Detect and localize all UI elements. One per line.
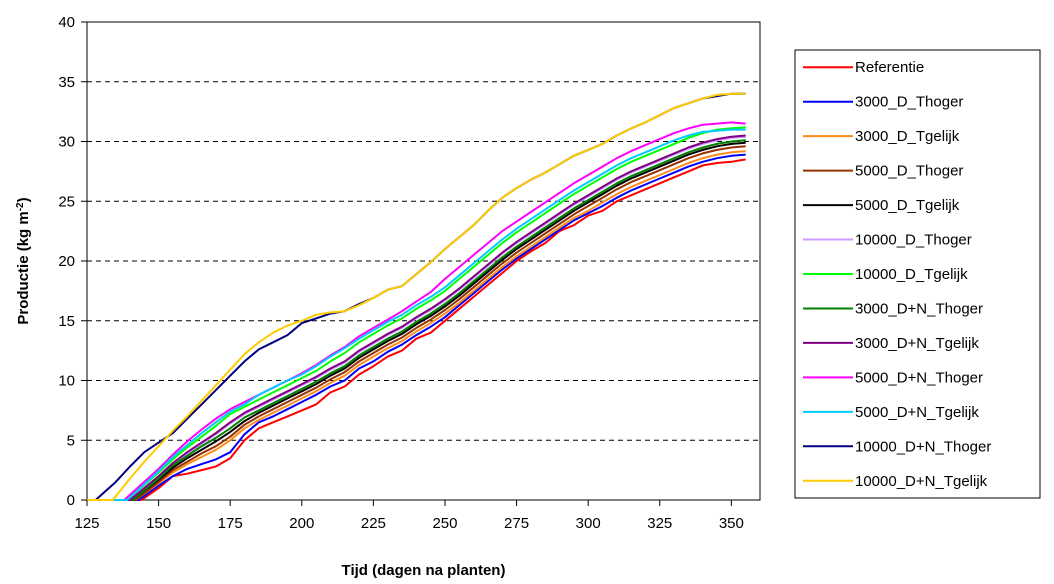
x-tick-label-7: 300 [576,515,601,532]
y-tick-label-8: 40 [58,14,75,31]
series-lines [87,92,746,501]
legend-label-4: 5000_D_Tgelijk [855,197,960,214]
legend-label-2: 3000_D_Tgelijk [855,128,960,145]
x-axis-title: Tijd (dagen na planten) [342,562,506,579]
y-tick-label-7: 35 [58,74,75,91]
series-line-2 [87,150,746,501]
series-line-9 [87,121,746,501]
series-line-8 [87,134,746,501]
x-tick-label-5: 250 [432,515,457,532]
y-tick-label-6: 30 [58,134,75,151]
y-tick-label-4: 20 [58,253,75,270]
series-line-12 [87,92,746,501]
y-tick-label-2: 10 [58,373,75,390]
x-tick-label-3: 200 [289,515,314,532]
series-line-1 [87,153,746,501]
x-tick-label-6: 275 [504,515,529,532]
legend-label-7: 3000_D+N_Thoger [855,300,983,317]
x-tick-label-9: 350 [719,515,744,532]
legend-label-12: 10000_D+N_Tgelijk [855,473,988,490]
legend-label-8: 3000_D+N_Tgelijk [855,335,979,352]
legend: Referentie 3000_D_Thoger 3000_D_Tgelijk 500… [794,49,1041,499]
series-line-10 [87,128,746,501]
legend-label-0: Referentie [855,59,924,76]
series-line-4 [87,141,746,501]
series-line-7 [87,139,746,501]
y-axis-title-main: Productie (kg m [15,211,32,324]
legend-label-9: 5000_D+N_Thoger [855,369,983,386]
series-line-0 [87,158,746,501]
axis-ticks: 0 5 10 15 20 25 30 35 40 125 150 175 200 225 250 275 300… [58,14,744,532]
y-axis-title-sup: -2 [15,202,26,211]
y-tick-label-0: 0 [67,492,75,509]
series-line-3 [87,145,746,501]
legend-label-3: 5000_D_Thoger [855,163,963,180]
legend-label-10: 5000_D+N_Tgelijk [855,404,979,421]
legend-label-5: 10000_D_Thoger [855,232,972,249]
y-axis-title: Productie (kg m-2) [15,197,33,324]
legend-label-6: 10000_D_Tgelijk [855,266,968,283]
y-tick-label-1: 5 [67,432,75,449]
gridlines [87,81,760,441]
y-axis-title-close: ) [15,197,32,202]
x-tick-label-2: 175 [218,515,243,532]
y-tick-label-5: 25 [58,193,75,210]
legend-label-11: 10000_D+N_Thoger [855,438,991,455]
x-tick-label-1: 150 [146,515,171,532]
x-tick-label-0: 125 [74,515,99,532]
x-tick-label-4: 225 [361,515,386,532]
series-line-6 [87,126,746,501]
x-tick-label-8: 325 [647,515,672,532]
legend-label-1: 3000_D_Thoger [855,94,963,111]
y-tick-label-3: 15 [58,313,75,330]
